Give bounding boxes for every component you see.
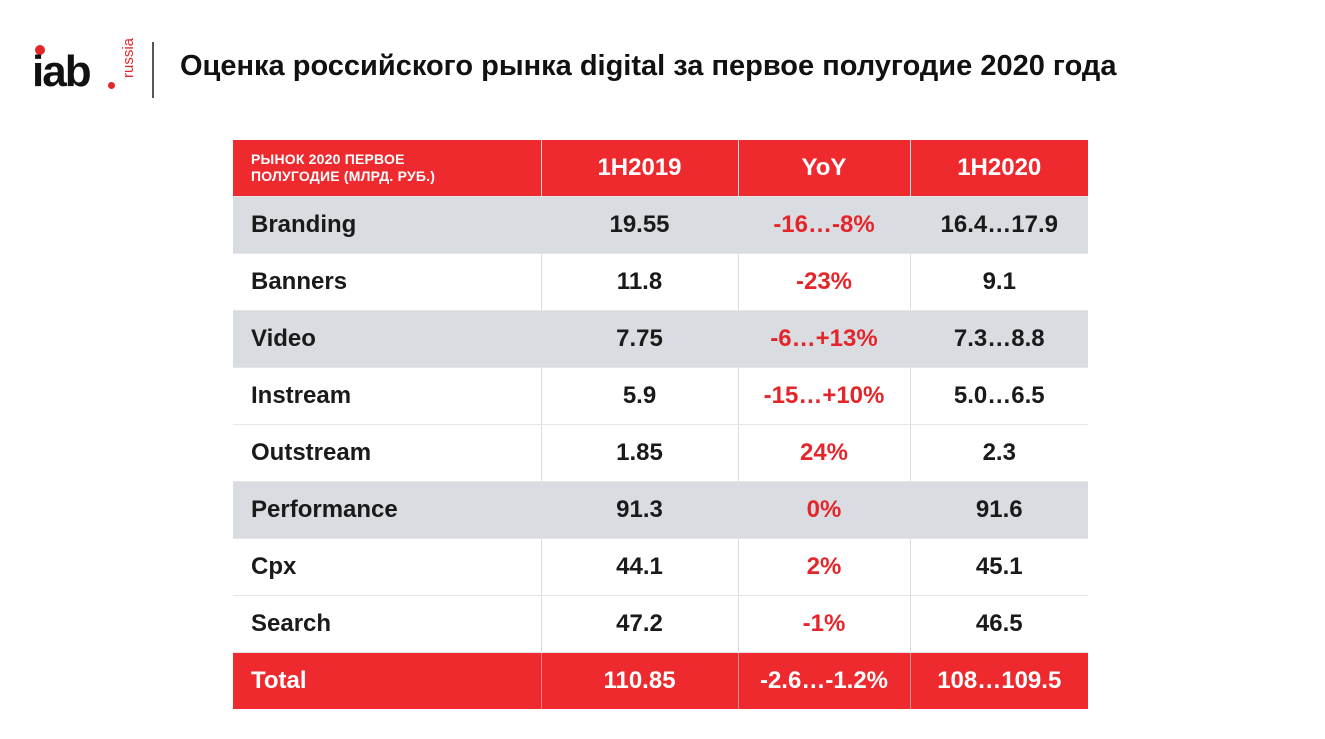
table-row: Outstream 1.85 24% 2.3	[233, 424, 1088, 482]
table-total-row: Total 110.85 -2.6…-1.2% 108…109.5	[233, 652, 1088, 709]
row-1h2020-value: 45.1	[910, 538, 1088, 596]
table-row: Instream 5.9 -15…+10% 5.0…6.5	[233, 367, 1088, 425]
row-1h2019-value: 5.9	[541, 367, 739, 425]
row-1h2020-value: 2.3	[910, 424, 1088, 482]
row-yoy-value: -16…-8%	[738, 196, 911, 254]
row-yoy-value: -6…+13%	[738, 310, 911, 368]
iab-russia-logo: iab russia	[32, 16, 137, 98]
logo-wordmark: iab	[32, 47, 92, 96]
table-row: Performance 91.3 0% 91.6	[233, 481, 1088, 539]
logo-subtext: russia	[120, 37, 137, 78]
table-row: Branding 19.55 -16…-8% 16.4…17.9	[233, 196, 1088, 254]
row-1h2019-value: 19.55	[541, 196, 739, 254]
row-1h2019-value: 91.3	[541, 481, 739, 539]
row-label: Performance	[233, 481, 542, 539]
row-1h2019-value: 47.2	[541, 595, 739, 653]
header-yoy: YoY	[738, 140, 911, 197]
header-corner-cell: РЫНОК 2020 ПЕРВОЕ ПОЛУГОДИЕ (МЛРД. РУБ.)	[233, 140, 542, 197]
row-label: Instream	[233, 367, 542, 425]
row-1h2020-value: 16.4…17.9	[910, 196, 1088, 254]
row-yoy-value: -15…+10%	[738, 367, 911, 425]
row-1h2020-value: 5.0…6.5	[910, 367, 1088, 425]
header-corner-line1: РЫНОК 2020 ПЕРВОЕ	[251, 151, 405, 167]
logo-dot	[35, 45, 45, 55]
row-1h2020-value: 46.5	[910, 595, 1088, 653]
total-1h2019-value: 110.85	[541, 652, 739, 709]
row-yoy-value: 24%	[738, 424, 911, 482]
header-1h2019: 1H2019	[541, 140, 739, 197]
row-yoy-value: -23%	[738, 253, 911, 311]
row-1h2020-value: 91.6	[910, 481, 1088, 539]
market-table: РЫНОК 2020 ПЕРВОЕ ПОЛУГОДИЕ (МЛРД. РУБ.)…	[233, 140, 1088, 709]
row-1h2020-value: 7.3…8.8	[910, 310, 1088, 368]
row-label: Banners	[233, 253, 542, 311]
table-row: Cpx 44.1 2% 45.1	[233, 538, 1088, 596]
row-1h2019-value: 44.1	[541, 538, 739, 596]
table-header-row: РЫНОК 2020 ПЕРВОЕ ПОЛУГОДИЕ (МЛРД. РУБ.)…	[233, 140, 1088, 197]
logo-dot-small	[108, 82, 115, 89]
header-corner-line2: ПОЛУГОДИЕ (МЛРД. РУБ.)	[251, 168, 436, 184]
total-1h2020-value: 108…109.5	[910, 652, 1088, 709]
row-label: Search	[233, 595, 542, 653]
table-row: Search 47.2 -1% 46.5	[233, 595, 1088, 653]
row-1h2020-value: 9.1	[910, 253, 1088, 311]
row-label: Cpx	[233, 538, 542, 596]
row-1h2019-value: 1.85	[541, 424, 739, 482]
row-label: Branding	[233, 196, 542, 254]
total-label: Total	[233, 652, 542, 709]
row-1h2019-value: 7.75	[541, 310, 739, 368]
row-yoy-value: -1%	[738, 595, 911, 653]
row-label: Outstream	[233, 424, 542, 482]
row-yoy-value: 2%	[738, 538, 911, 596]
page-title: Оценка российского рынка digital за перв…	[180, 50, 1117, 82]
table-row: Banners 11.8 -23% 9.1	[233, 253, 1088, 311]
row-yoy-value: 0%	[738, 481, 911, 539]
header-divider	[152, 42, 154, 98]
header-1h2020: 1H2020	[910, 140, 1088, 197]
table-row: Video 7.75 -6…+13% 7.3…8.8	[233, 310, 1088, 368]
row-label: Video	[233, 310, 542, 368]
row-1h2019-value: 11.8	[541, 253, 739, 311]
total-yoy-value: -2.6…-1.2%	[738, 652, 911, 709]
